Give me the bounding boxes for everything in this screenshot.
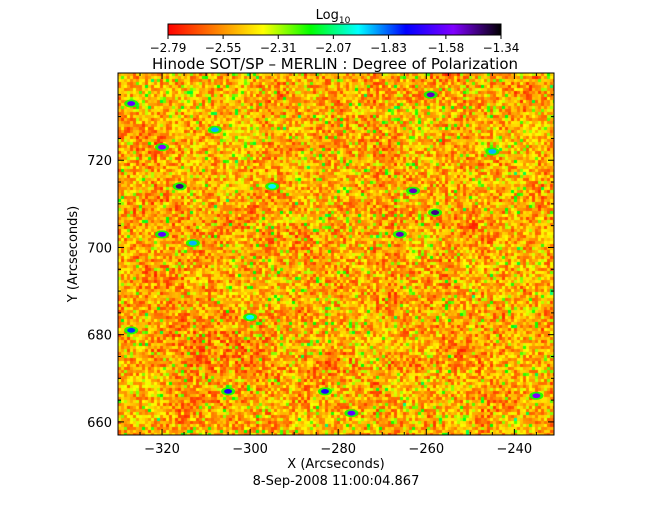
observation-date: 8-Sep-2008 11:00:04.867 (253, 474, 420, 489)
x-tick-label: −260 (408, 442, 444, 457)
feature-mark (158, 144, 167, 150)
x-tick-label: −280 (320, 442, 356, 457)
feature-mark (224, 388, 233, 394)
feature-mark (431, 210, 440, 215)
colorbar-tick-label: −1.34 (483, 41, 520, 55)
y-tick-label: 660 (87, 416, 112, 431)
feature-mark (488, 149, 497, 154)
chart-title: Hinode SOT/SP – MERLIN : Degree of Polar… (152, 55, 518, 73)
polarization-features (124, 90, 544, 418)
feature-mark (268, 183, 277, 189)
x-tick-label: −300 (232, 442, 268, 457)
colorbar-tick-label: −2.79 (150, 41, 187, 55)
colorbar-label: Log10 (316, 8, 351, 26)
x-axis-ticks: −320 −300 −280 −260 −240 (117, 73, 537, 457)
colorbar-bar (167, 23, 502, 36)
y-tick-label: 700 (87, 241, 112, 256)
colorbar-tick-label: −2.55 (205, 41, 242, 55)
x-axis-label: X (Arcseconds) (287, 457, 384, 472)
feature-mark (210, 127, 219, 133)
y-tick-label: 720 (87, 154, 112, 169)
feature-mark (395, 231, 404, 237)
feature-mark (175, 183, 184, 189)
feature-mark (127, 101, 136, 106)
x-tick-label: −320 (144, 442, 180, 457)
y-axis-ticks: 660 680 700 720 (87, 72, 554, 431)
colorbar-tick-label: −1.58 (427, 41, 464, 55)
feature-mark (347, 410, 356, 416)
feature-mark (426, 92, 435, 98)
feature-mark (532, 393, 541, 399)
feature-mark (409, 188, 418, 194)
x-tick-label: −240 (497, 442, 533, 457)
plot-area: −320 −300 −280 −260 −240 660 680 700 720 (87, 72, 555, 457)
y-axis-label: Y (Arcseconds) (66, 206, 81, 303)
heatmap-image (118, 73, 554, 435)
feature-mark (188, 240, 197, 246)
colorbar-tick-label: −2.31 (260, 41, 297, 55)
y-tick-label: 680 (87, 329, 112, 344)
colorbar-tick-label: −1.83 (370, 41, 407, 55)
feature-mark (246, 314, 255, 320)
colorbar-tick-label: −2.07 (315, 41, 352, 55)
plot-frame (117, 72, 555, 436)
feature-mark (127, 327, 136, 333)
colorbar-ticks: −2.79 −2.55 −2.31 −2.07 −1.83 −1.58 −1.34 (150, 35, 520, 55)
feature-mark (320, 388, 329, 394)
colorbar: Log10 −2.79 −2.55 −2.31 −2.07 −1.83 −1.58 −1.3… (150, 8, 520, 55)
feature-mark (158, 231, 167, 237)
